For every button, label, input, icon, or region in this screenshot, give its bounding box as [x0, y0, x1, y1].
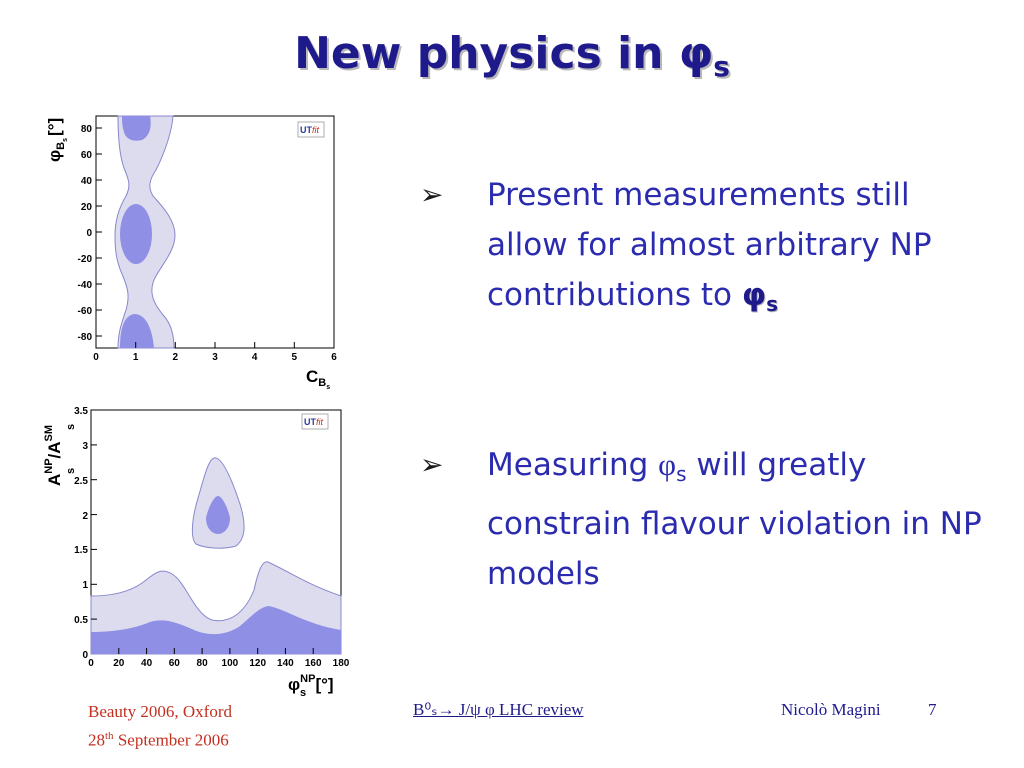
- plot1-x-axis-label: CBs: [306, 367, 330, 391]
- footer-author: Nicolò Magini: [781, 700, 881, 719]
- svg-text:UTfit: UTfit: [300, 125, 320, 135]
- plot2-xtick: 120: [249, 658, 266, 669]
- title-subscript: s: [713, 50, 730, 83]
- plot1-inner-region-top: [122, 116, 151, 141]
- plot2-ytick: 0: [82, 650, 88, 661]
- plot2-xtick: 160: [305, 658, 322, 669]
- arrow-bullet-icon: ➢: [420, 178, 444, 211]
- title-text: New physics in: [294, 28, 679, 79]
- plot2-inner-band: [91, 606, 341, 654]
- page-number: 7: [928, 700, 937, 719]
- phi-symbol: φ: [658, 447, 677, 482]
- plot-phi-vs-c: 80 60 40 20 0 -20 -40 -60 -80 0 1 2 3 4 …: [45, 115, 337, 391]
- plot1-xtick: 3: [212, 352, 218, 363]
- plot2-xtick: 60: [169, 658, 181, 669]
- plot2-y-ticks: 3.5 3 2.5 2 1.5 1 0.5 0: [74, 406, 88, 661]
- bullet-2-text: Measuring φs will greatly constrain flav…: [487, 447, 982, 592]
- plot1-inner-region-middle: [120, 204, 152, 264]
- plot1-ytick: -60: [78, 306, 93, 317]
- bullet-1-text: Present measurements still allow for alm…: [487, 177, 932, 316]
- plot-ratio-vs-phi: 3.5 3 2.5 2 1.5 1 0.5 0 0 20 40 60 80 10…: [43, 406, 350, 699]
- plot1-ytick: 40: [81, 176, 93, 187]
- plot1-xtick: 0: [93, 352, 99, 363]
- plot1-inner-region-bottom: [120, 314, 154, 348]
- plot2-ytick: 2.5: [74, 476, 88, 487]
- plot1-ytick: -40: [78, 280, 93, 291]
- plot1-y-axis-label: φBs[°]: [45, 118, 69, 162]
- plot1-ytick: 80: [81, 124, 93, 135]
- plot2-ytick: 1: [82, 580, 88, 591]
- plot2-ytick: 1.5: [74, 545, 88, 556]
- plot1-ytick: -20: [78, 254, 93, 265]
- plot1-ytick: 0: [86, 228, 92, 239]
- plot2-xtick: 0: [88, 658, 94, 669]
- bullet-1: ➢ Present measurements still allow for a…: [420, 170, 1000, 320]
- plot2-xtick: 20: [113, 658, 125, 669]
- plot2-utfit-logo: UTfit: [301, 413, 329, 430]
- title-phi-symbol: φ: [678, 28, 714, 79]
- svg-text:UTfit: UTfit: [304, 417, 324, 427]
- plot2-xtick: 140: [277, 658, 294, 669]
- plot1-y-ticks: 80 60 40 20 0 -20 -40 -60 -80: [78, 124, 93, 343]
- plot1-xtick: 5: [292, 352, 298, 363]
- plot1-xtick: 4: [252, 352, 258, 363]
- plot2-xtick: 80: [197, 658, 209, 669]
- plot2-xtick: 40: [141, 658, 153, 669]
- plot2-ytick: 3: [82, 441, 88, 452]
- plot1-utfit-logo: UTfit: [297, 121, 325, 138]
- footer-event: Beauty 2006, Oxford 28th September 2006: [88, 702, 233, 750]
- plot1-xtick: 6: [331, 352, 337, 363]
- plot2-xtick: 180: [333, 658, 350, 669]
- plot2-xtick: 100: [222, 658, 239, 669]
- plot1-x-ticks: 0 1 2 3 4 5 6: [93, 352, 337, 363]
- phi-symbol: φ: [741, 277, 767, 313]
- plot1-ytick: 20: [81, 202, 93, 213]
- plot2-y-axis-label: ANP/ASM: [43, 425, 64, 486]
- footer-talk-title: B⁰ₛ→ J/ψ φ LHC review: [413, 700, 584, 719]
- plot1-ytick: 60: [81, 150, 93, 161]
- slide-title: New physics in φs: [0, 28, 1024, 83]
- plot2-y-axis-subscripts: ss: [65, 424, 77, 474]
- plot1-xtick: 2: [173, 352, 179, 363]
- arrow-bullet-icon: ➢: [420, 448, 444, 481]
- bullet-2: ➢ Measuring φs will greatly constrain fl…: [420, 440, 1000, 592]
- plot2-ytick: 2: [82, 511, 88, 522]
- plot2-x-axis-label: φNP[°]s: [288, 673, 334, 699]
- plot2-island-inner: [206, 496, 230, 534]
- plot1-xtick: 1: [133, 352, 139, 363]
- plot2-ytick: 0.5: [74, 615, 88, 626]
- plot2-x-ticks: 0 20 40 60 80 100 120 140 160 180: [88, 658, 350, 669]
- plot2-ytick: 3.5: [74, 406, 88, 417]
- plot1-ytick: -80: [78, 332, 93, 343]
